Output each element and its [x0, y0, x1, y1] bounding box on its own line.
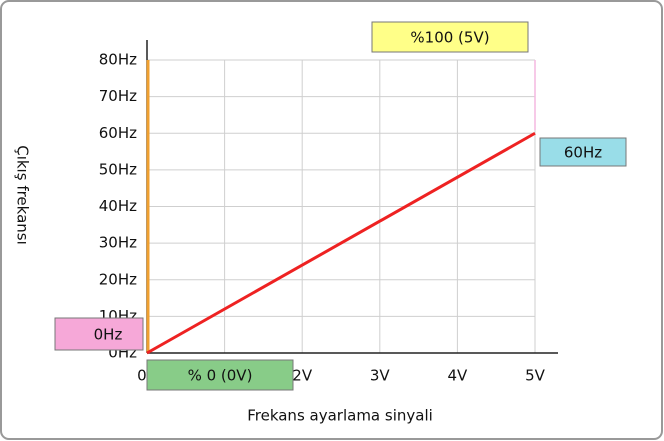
x-tick-label: 4V: [447, 367, 468, 385]
annotation-box: [54, 317, 144, 351]
series: [146, 131, 536, 355]
line: [146, 131, 536, 355]
y-axis-label: Çıkış frekansı: [14, 145, 32, 245]
y-tick-label: 40Hz: [99, 197, 137, 215]
y-tick-label: 80Hz: [99, 51, 137, 69]
annotation-box: [539, 137, 627, 167]
annotation: % 0 (0V): [188, 367, 253, 385]
annotation: 60Hz: [564, 144, 602, 162]
x-tick-label: 2V: [292, 367, 313, 385]
annotation-box: [146, 359, 294, 391]
annotation: %100 (5V): [410, 29, 489, 47]
x-axis-label: Frekans ayarlama sinyali: [247, 407, 433, 425]
y-tick-label: 20Hz: [99, 270, 137, 288]
y-tick-label: 50Hz: [99, 160, 137, 178]
y-tick-label: 70Hz: [99, 87, 137, 105]
x-tick-label: 5V: [525, 367, 546, 385]
y-tick-label: 60Hz: [99, 124, 137, 142]
y-tick-label: 30Hz: [99, 234, 137, 252]
annotation-box: [371, 21, 529, 53]
x-tick-label: 3V: [370, 367, 391, 385]
annotation: 0Hz: [94, 326, 123, 344]
